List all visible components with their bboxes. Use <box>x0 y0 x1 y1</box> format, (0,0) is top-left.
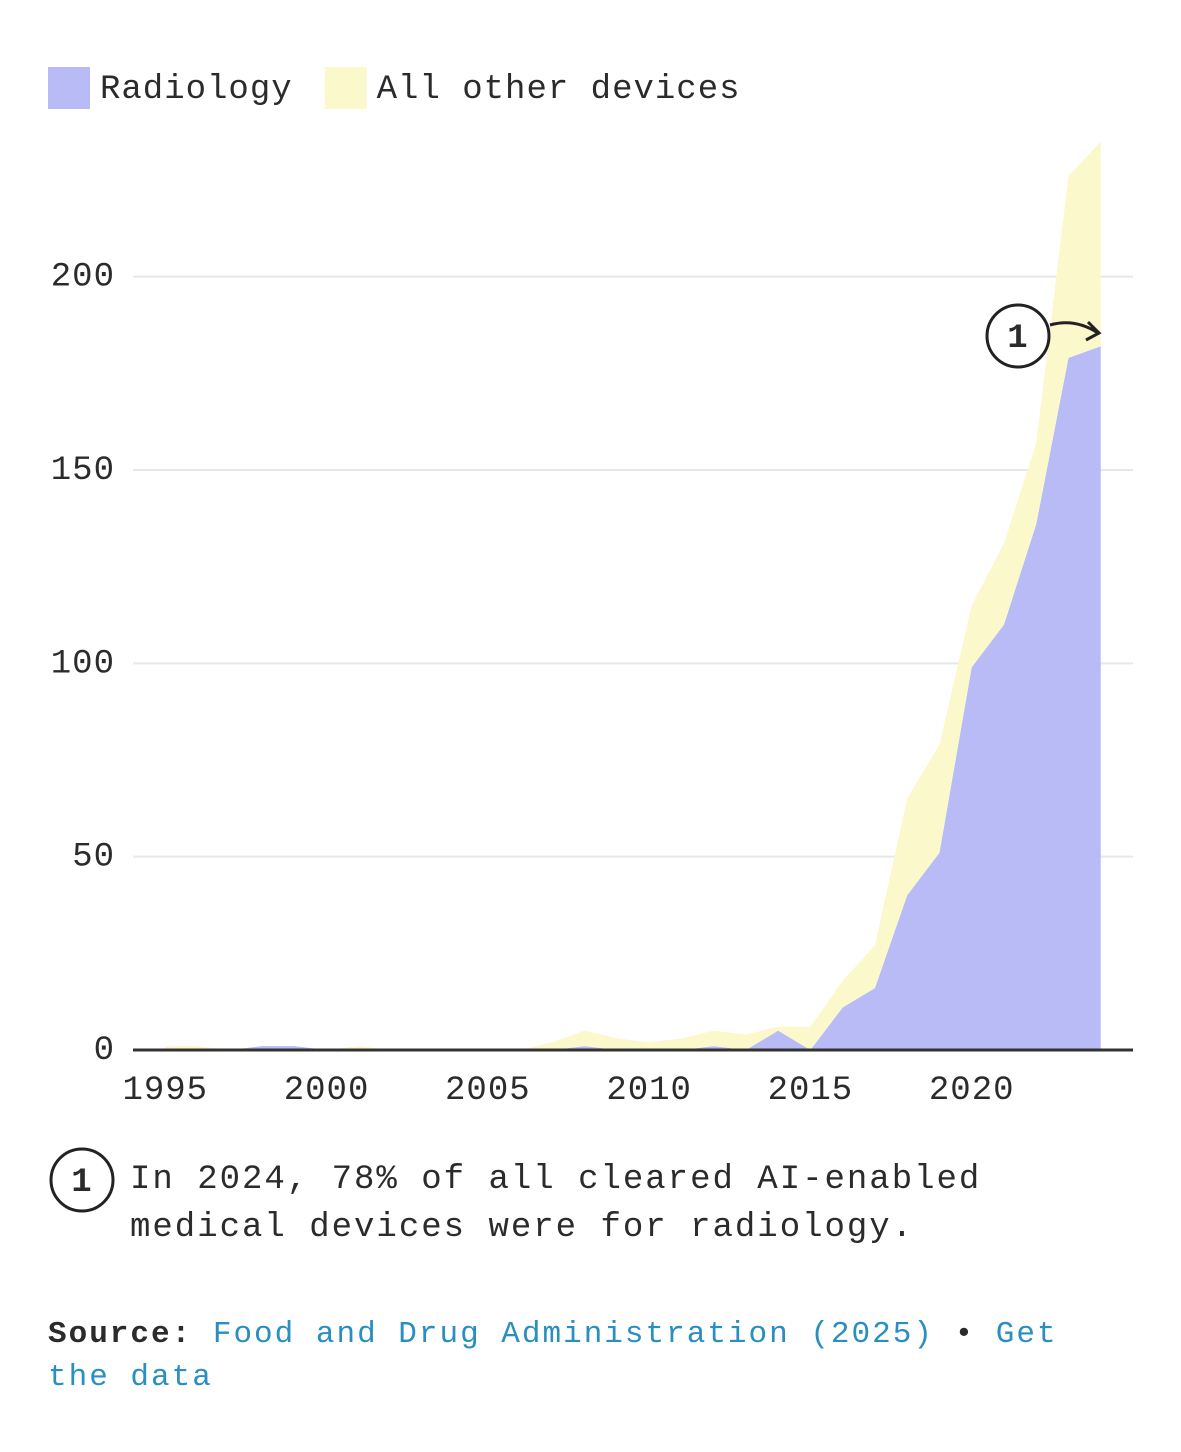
x-tick-label: 2020 <box>929 1072 1015 1110</box>
source: Source: Food and Drug Administration (20… <box>48 1313 1088 1399</box>
footnote-marker: 1 <box>71 1164 92 1202</box>
x-tick-label: 2015 <box>768 1072 854 1110</box>
legend-swatch <box>48 67 90 109</box>
plot <box>133 141 1133 1051</box>
separator: • <box>954 1317 976 1352</box>
y-tick-label: 50 <box>72 839 115 877</box>
y-tick-label: 100 <box>51 645 115 683</box>
x-tick-label: 2005 <box>445 1072 531 1110</box>
x-tick-label: 2000 <box>284 1072 370 1110</box>
annotation-arrow <box>1049 320 1102 342</box>
source-link[interactable]: Food and Drug Administration (2025) <box>212 1317 934 1352</box>
x-tick-label: 1995 <box>122 1072 208 1110</box>
area <box>165 346 1101 1050</box>
footnote: In 2024, 78% of all cleared AI-enabled m… <box>130 1161 982 1247</box>
legend-swatch <box>324 67 367 109</box>
source-label: Source: <box>48 1317 193 1352</box>
annotation-marker: 1 <box>1007 320 1028 358</box>
y-tick-label: 0 <box>94 1032 115 1070</box>
footnote-circle <box>49 1147 115 1213</box>
data-link[interactable]: Get the data <box>48 1317 1058 1395</box>
legend-label: Radiology <box>100 71 293 109</box>
annotation-circle <box>985 303 1051 369</box>
legend-label: All other devices <box>377 71 741 109</box>
y-tick-label: 200 <box>51 259 115 297</box>
x-tick-label: 2010 <box>606 1072 692 1110</box>
y-tick-label: 150 <box>51 452 115 490</box>
